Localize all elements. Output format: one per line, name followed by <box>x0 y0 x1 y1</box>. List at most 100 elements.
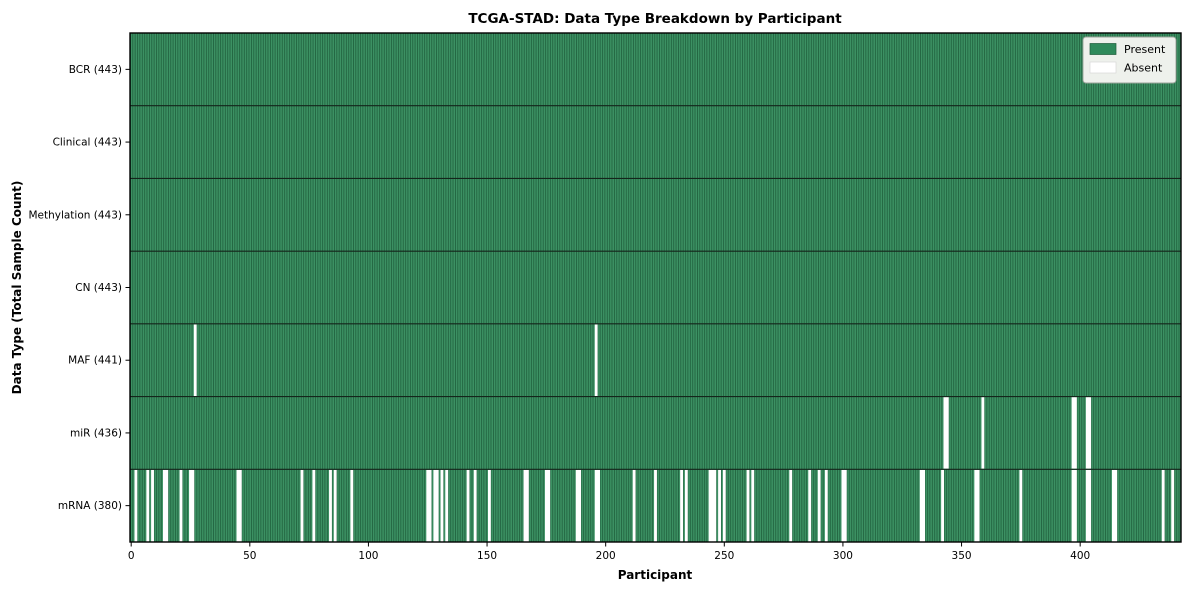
absent-cell <box>632 469 636 542</box>
absent-cell <box>189 469 192 542</box>
y-tick-label: MAF (441) <box>68 355 122 367</box>
absent-cell <box>333 469 337 542</box>
absent-cell <box>1114 469 1118 542</box>
absent-cell <box>943 397 947 469</box>
absent-cell <box>146 469 150 542</box>
row-mrna <box>130 469 1181 542</box>
absent-cell <box>680 469 684 542</box>
x-tick-label: 50 <box>243 550 256 562</box>
absent-cell <box>713 469 717 542</box>
absent-cell <box>746 469 750 542</box>
absent-cell <box>1085 397 1089 469</box>
absent-cell <box>238 469 242 542</box>
absent-cell <box>487 469 491 542</box>
y-tick-label: miR (436) <box>70 427 122 439</box>
absent-cell <box>824 469 828 542</box>
absent-cell <box>1111 469 1115 542</box>
absent-cell <box>1019 469 1023 542</box>
x-tick-label: 250 <box>714 550 734 562</box>
legend-swatch-absent <box>1089 61 1117 74</box>
absent-cell <box>312 469 316 542</box>
absent-cell <box>974 469 978 542</box>
x-tick-label: 150 <box>477 550 497 562</box>
absent-cell <box>1085 469 1089 542</box>
absent-cell <box>817 469 821 542</box>
y-tick-label: Clinical (443) <box>53 137 122 149</box>
x-axis-label: Participant <box>618 568 693 582</box>
absent-cell <box>919 469 923 542</box>
legend-swatch-present <box>1089 43 1117 55</box>
x-tick-label: 0 <box>128 550 135 562</box>
chart-title: TCGA-STAD: Data Type Breakdown by Partic… <box>468 11 842 27</box>
y-axis-ticks: BCR (443) Clinical (443) Methylation (443)… <box>28 64 130 512</box>
absent-cell <box>841 469 845 542</box>
y-axis-label: Data Type (Total Sample Count) <box>10 181 24 395</box>
y-tick-label: mRNA (380) <box>58 500 122 512</box>
absent-cell <box>426 469 430 542</box>
x-tick-label: 400 <box>1070 550 1090 562</box>
y-tick-label: BCR (443) <box>69 64 122 76</box>
absent-cell <box>575 469 579 542</box>
absent-cell <box>523 469 527 542</box>
row-mir <box>130 396 1181 470</box>
legend-label: Present <box>1124 43 1166 56</box>
row-cn <box>130 251 1181 324</box>
absent-cell <box>976 469 980 542</box>
absent-cell <box>1161 469 1165 542</box>
legend: Present Absent <box>1082 36 1177 84</box>
heatmap-grid <box>129 32 1182 543</box>
y-tick-label: CN (443) <box>75 282 122 294</box>
absent-cell <box>711 469 714 542</box>
absent-cell <box>1088 469 1092 542</box>
legend-label: Absent <box>1124 62 1163 75</box>
absent-cell <box>445 469 449 542</box>
row-bcr <box>130 33 1181 106</box>
absent-cell <box>162 469 166 542</box>
row-methylation <box>130 178 1181 252</box>
absent-cell <box>134 469 138 542</box>
absent-cell <box>684 469 688 542</box>
absent-cell <box>473 469 477 542</box>
absent-cell <box>179 469 183 542</box>
absent-cell <box>329 469 332 542</box>
absent-cell <box>165 469 169 542</box>
x-tick-label: 100 <box>358 550 378 562</box>
absent-cell <box>525 469 529 542</box>
absent-cell <box>808 469 812 542</box>
absent-cell <box>547 469 551 542</box>
y-tick-label: Methylation (443) <box>28 209 122 221</box>
absent-cell <box>843 469 847 542</box>
absent-cell <box>718 469 721 542</box>
absent-cell <box>193 324 197 397</box>
absent-cell <box>751 469 755 542</box>
absent-cell <box>300 469 304 542</box>
absent-cell <box>236 469 240 542</box>
x-tick-label: 350 <box>952 550 972 562</box>
absent-cell <box>654 469 657 542</box>
row-clinical <box>130 105 1181 179</box>
x-tick-label: 200 <box>596 550 616 562</box>
row-maf <box>130 323 1181 397</box>
absent-cell <box>191 469 195 542</box>
absent-cell <box>435 469 439 542</box>
x-tick-label: 300 <box>833 550 853 562</box>
absent-cell <box>945 397 949 469</box>
absent-cell <box>350 469 354 542</box>
absent-cell <box>1171 469 1175 542</box>
absent-cell <box>1073 469 1077 542</box>
absent-cell <box>708 469 712 542</box>
absent-cell <box>941 469 944 542</box>
absent-cell <box>578 469 582 542</box>
absent-cell <box>1071 397 1075 469</box>
absent-cell <box>1088 397 1092 469</box>
absent-cell <box>1073 397 1077 469</box>
absent-cell <box>594 324 598 397</box>
absent-cell <box>151 469 154 542</box>
absent-cell <box>1071 469 1075 542</box>
absent-cell <box>597 469 600 542</box>
absent-cell <box>466 469 470 542</box>
absent-cell <box>428 469 432 542</box>
absent-cell <box>594 469 598 542</box>
